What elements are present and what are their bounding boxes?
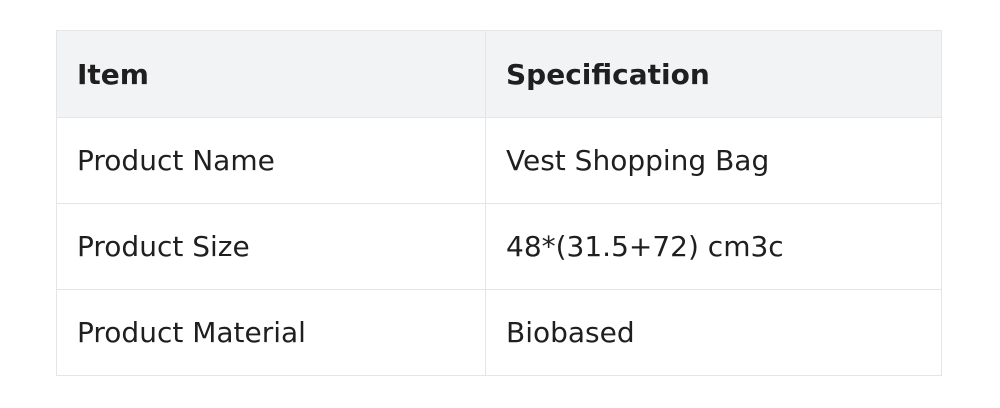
- cell-item: Product Size: [56, 203, 486, 290]
- cell-spec: Biobased: [485, 289, 942, 376]
- cell-item: Product Material: [56, 289, 486, 376]
- table-row: Product Size 48*(31.5+72) cm3c: [56, 203, 942, 290]
- spec-table: Item Specification Product Name Vest Sho…: [56, 30, 942, 376]
- cell-item: Product Name: [56, 117, 486, 204]
- header-specification: Specification: [485, 30, 942, 118]
- header-item: Item: [56, 30, 486, 118]
- cell-spec: 48*(31.5+72) cm3c: [485, 203, 942, 290]
- table-row: Product Material Biobased: [56, 289, 942, 376]
- table-row: Product Name Vest Shopping Bag: [56, 117, 942, 204]
- header-row: Item Specification: [56, 30, 942, 118]
- cell-spec: Vest Shopping Bag: [485, 117, 942, 204]
